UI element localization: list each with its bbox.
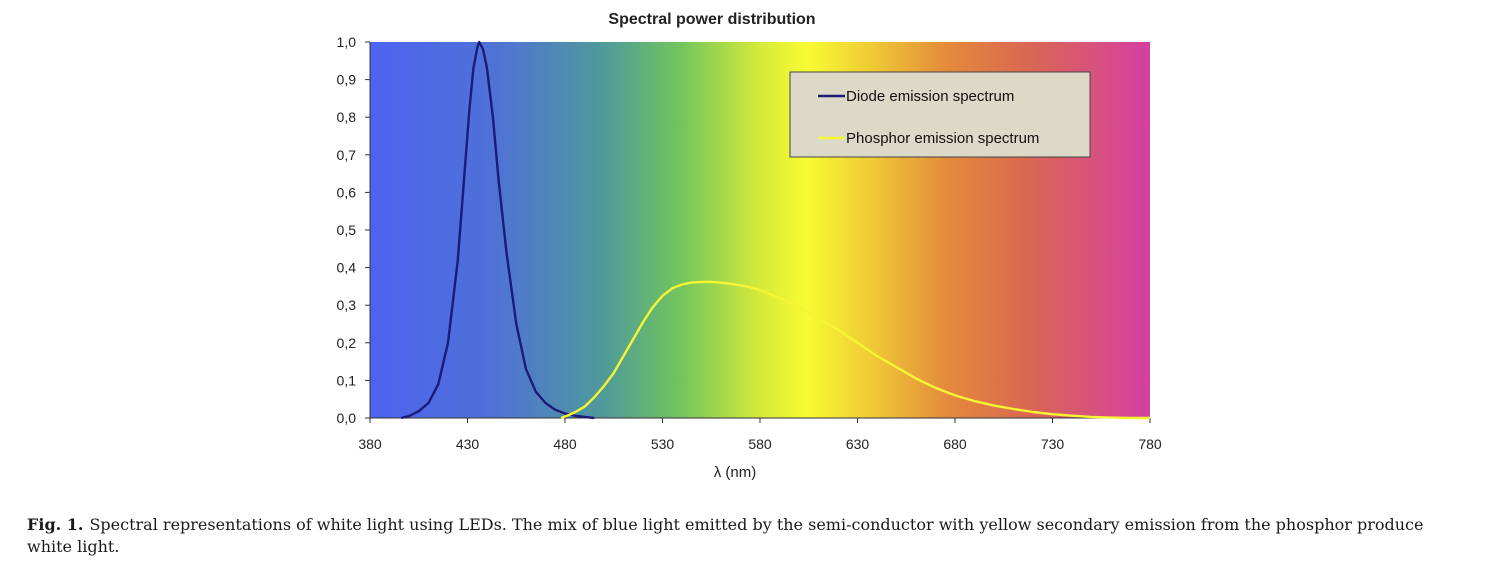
y-tick-label: 0,5: [337, 222, 357, 238]
y-tick-label: 0,4: [337, 260, 357, 276]
legend-box: [789, 71, 1091, 158]
y-tick-label: 0,9: [337, 72, 357, 88]
x-tick-label: 780: [1138, 436, 1162, 452]
phosphor-emission-line: [560, 280, 1150, 420]
x-tick-label: 380: [358, 436, 382, 452]
caption-text: Spectral representations of white light …: [27, 515, 1424, 556]
y-tick-label: 1,0: [337, 34, 357, 50]
y-tick-label: 0,1: [337, 372, 357, 388]
caption-figure-label: Fig. 1.: [27, 515, 84, 534]
y-tick-label: 0,3: [337, 297, 357, 313]
y-tick-label: 0,7: [337, 147, 357, 163]
x-tick-label: 530: [651, 436, 675, 452]
chart-title: Spectral power distribution: [608, 11, 815, 28]
legend: Diode emission spectrum Phosphor emissio…: [789, 71, 1091, 158]
x-tick-label: 730: [1041, 436, 1065, 452]
diode-emission-line: [400, 40, 595, 420]
x-tick-label: 480: [553, 436, 577, 452]
legend-label-diode: Diode emission spectrum: [846, 88, 1014, 105]
x-axis-label: λ (nm): [714, 464, 757, 481]
x-tick-label: 680: [943, 436, 967, 452]
y-tick-label: 0,2: [337, 335, 357, 351]
x-tick-label: 580: [748, 436, 772, 452]
y-tick-label: 0,0: [337, 410, 357, 426]
spectral-power-chart: Spectral power distribution 0,0 0,1 0,2 0,3…: [337, 11, 1162, 481]
x-tick-label: 430: [456, 436, 480, 452]
legend-label-phosphor: Phosphor emission spectrum: [846, 130, 1039, 147]
figure-caption: Fig. 1. Spectral representations of white…: [27, 514, 1447, 558]
x-tick-label: 630: [846, 436, 870, 452]
y-tick-label: 0,8: [337, 109, 357, 125]
y-tick-label: 0,6: [337, 184, 357, 200]
